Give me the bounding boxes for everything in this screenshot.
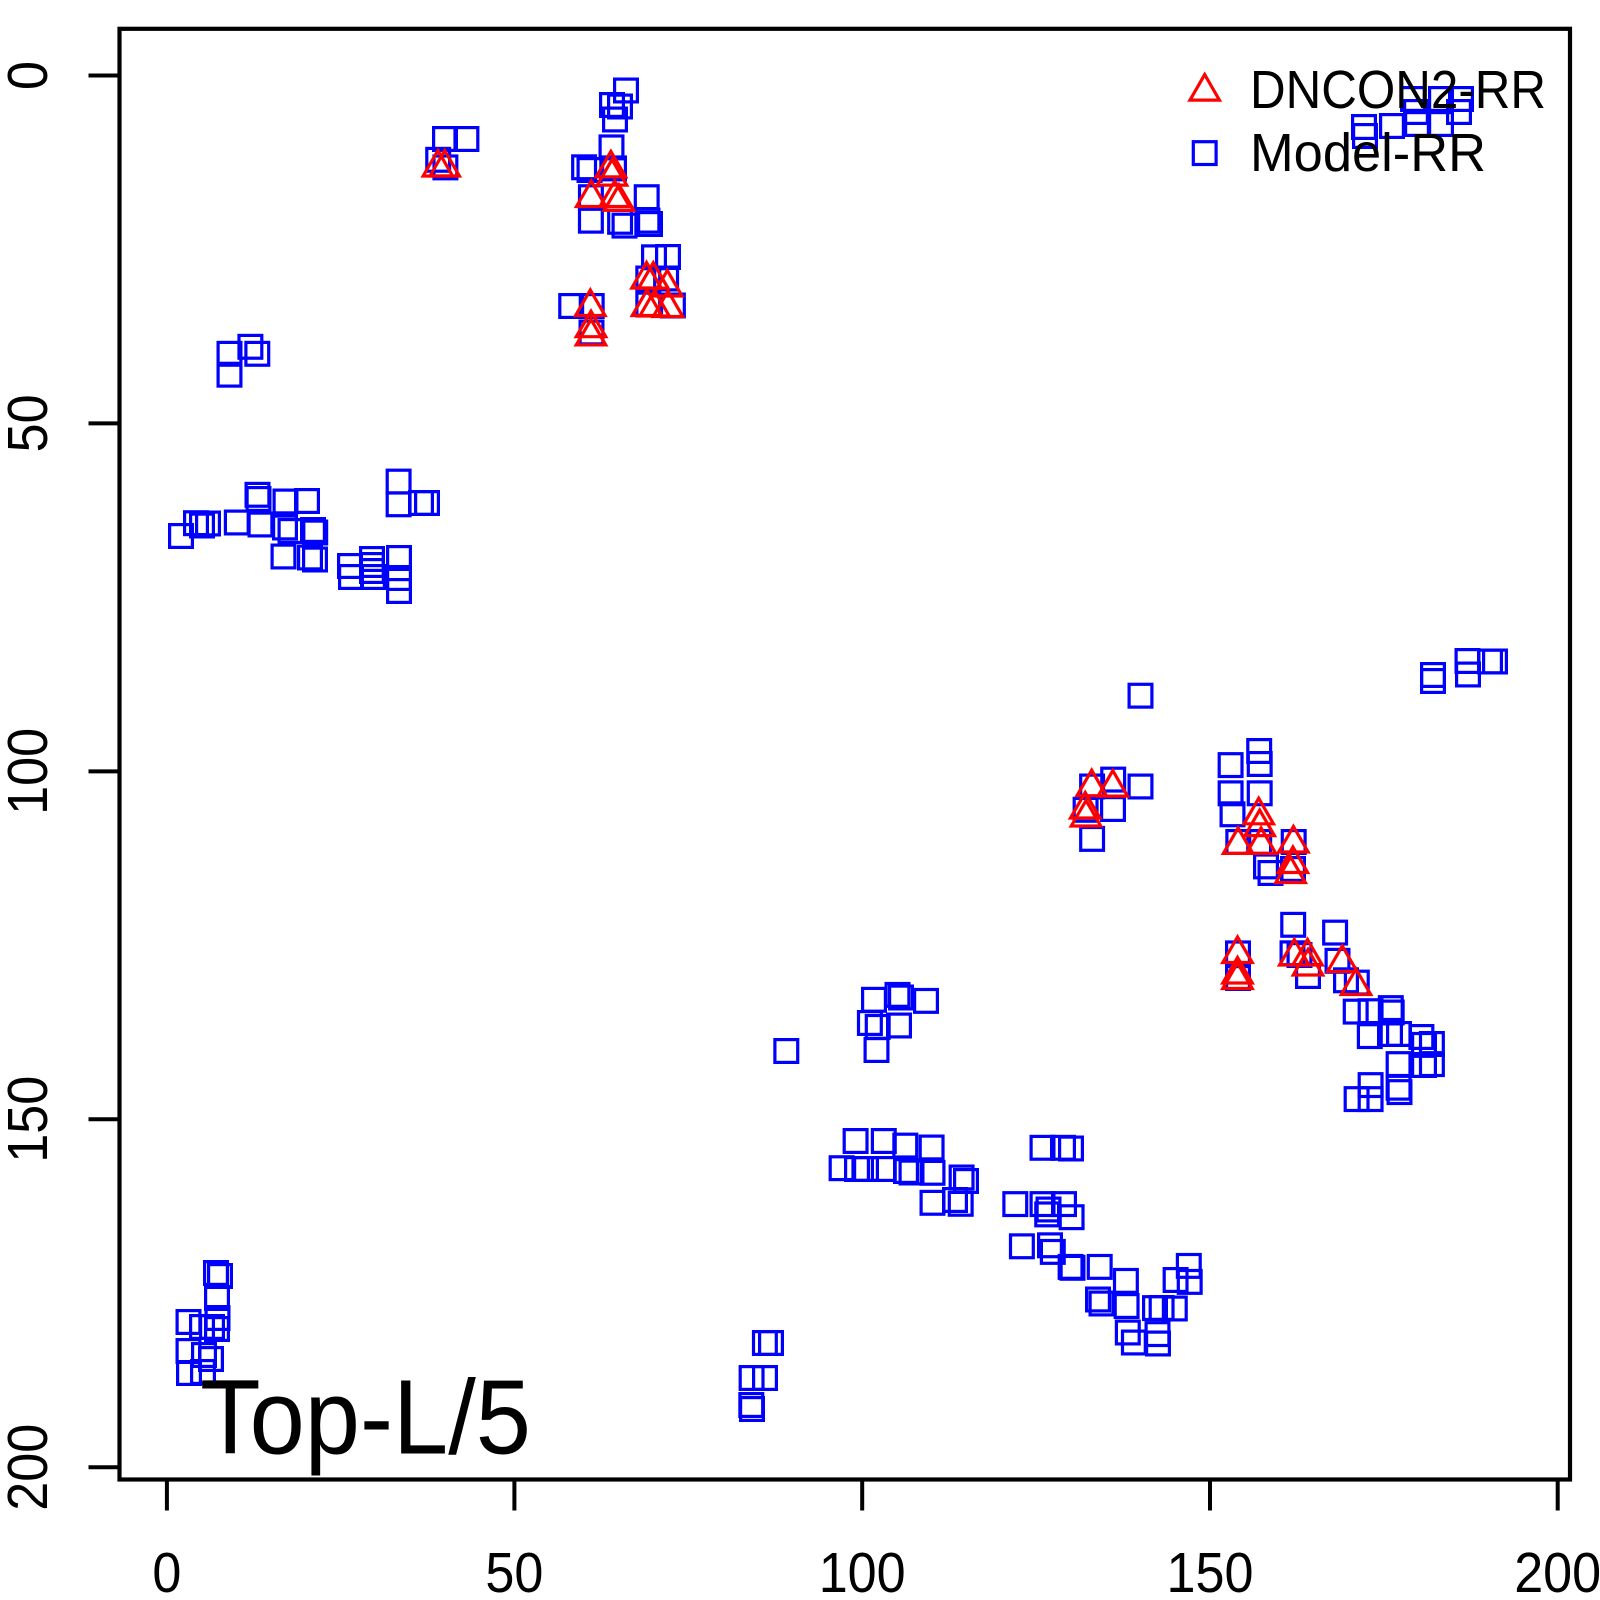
svg-text:100: 100: [0, 728, 60, 815]
svg-text:150: 150: [0, 1076, 60, 1163]
svg-text:50: 50: [0, 394, 60, 452]
svg-text:200: 200: [0, 1424, 60, 1511]
svg-text:0: 0: [0, 61, 60, 90]
svg-text:50: 50: [485, 1541, 543, 1600]
svg-text:100: 100: [819, 1541, 906, 1600]
svg-text:Top-L/5: Top-L/5: [200, 1358, 531, 1476]
svg-text:200: 200: [1514, 1541, 1600, 1600]
svg-text:0: 0: [152, 1541, 181, 1600]
svg-text:150: 150: [1167, 1541, 1254, 1600]
svg-text:Model-RR: Model-RR: [1250, 123, 1486, 183]
svg-text:DNCON2-RR: DNCON2-RR: [1250, 60, 1546, 120]
